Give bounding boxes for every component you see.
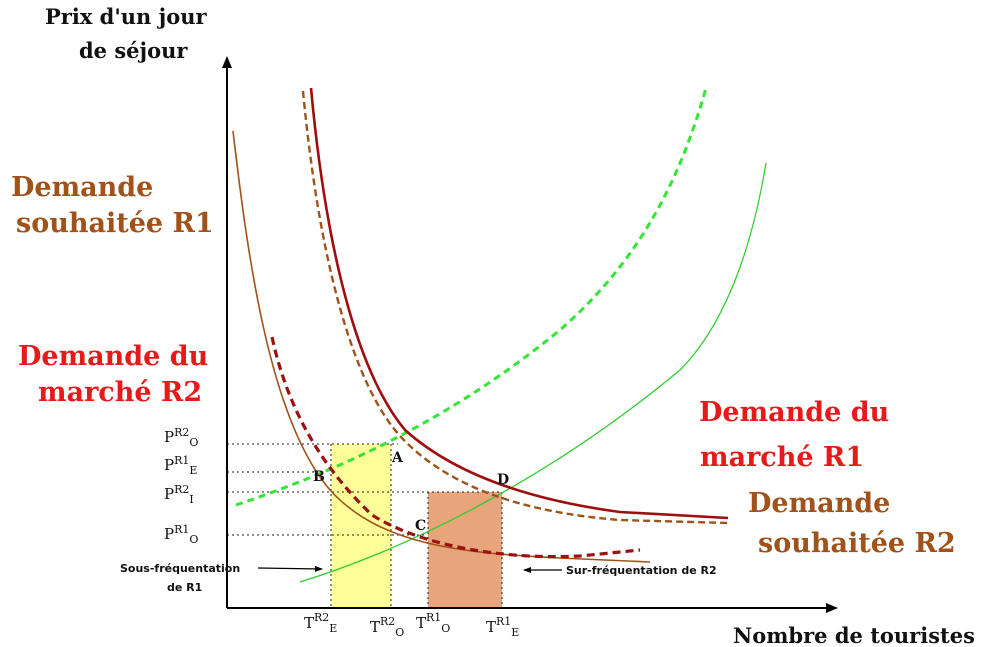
y-axis-title-line2: de séjour — [79, 38, 188, 63]
sous-frequentation-zone — [331, 444, 391, 608]
y-tick-p-r2-o: PR2O — [164, 426, 198, 449]
arrow-sous-frequentation — [257, 565, 323, 572]
y-axis-title-line1: Prix d'un jour — [45, 4, 207, 29]
demande-marche-r1-curve — [309, 87, 729, 520]
y-tick-p-r2-i: PR2I — [164, 483, 194, 506]
point-a-label: A — [391, 450, 404, 466]
label-demande-marche-r1-line2: marché R1 — [700, 442, 864, 473]
x-tick-t-r1-o: TR1O — [416, 611, 450, 635]
label-demande-marche-r1-line1: Demande du — [699, 397, 889, 428]
point-b-label: B — [313, 469, 325, 485]
label-demande-souhaitee-r1-line2: souhaitée R1 — [16, 208, 214, 239]
note-sur-frequentation: Sur-fréquentation de R2 — [566, 564, 717, 577]
point-d-label: D — [497, 472, 509, 488]
label-demande-marche-r2-line1: Demande du — [18, 341, 208, 372]
offre-r2-curve — [235, 87, 708, 507]
offre-r1-curve — [299, 162, 767, 583]
note-sous-frequentation-line2: de R1 — [167, 581, 202, 594]
x-tick-t-r2-e: TR2E — [304, 611, 337, 635]
y-tick-p-r1-o: PR1O — [164, 523, 198, 546]
label-demande-souhaitee-r1-line1: Demande — [11, 172, 153, 203]
label-demande-marche-r2-line2: marché R2 — [38, 377, 202, 408]
label-demande-souhaitee-r2-line2: souhaitée R2 — [758, 528, 956, 559]
note-sous-frequentation-line1: Sous-fréquentation — [120, 562, 240, 575]
x-tick-t-r2-o: TR2O — [370, 615, 404, 639]
y-tick-p-r1-e: PR1E — [164, 454, 197, 477]
point-c-label: C — [415, 518, 426, 534]
x-axis-title: Nombre de touristes — [733, 623, 975, 647]
label-demande-souhaitee-r2-line1: Demande — [748, 488, 890, 519]
demande-souhaitee-r2-curve — [301, 90, 729, 525]
x-tick-t-r1-e: TR1E — [486, 615, 519, 639]
